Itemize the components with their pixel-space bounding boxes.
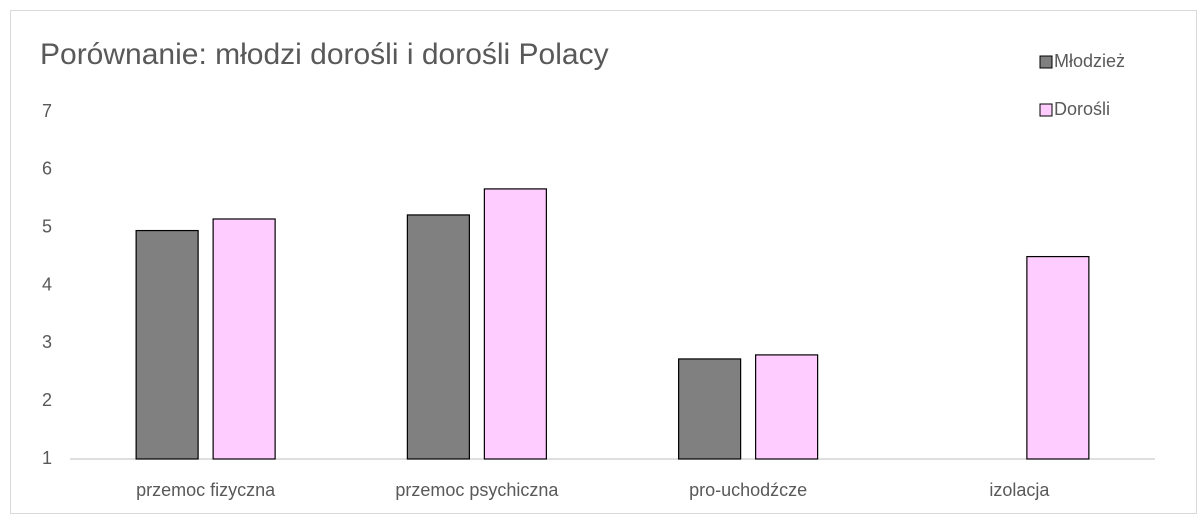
bar bbox=[406, 214, 470, 460]
legend-swatch bbox=[1039, 55, 1053, 69]
bar bbox=[755, 354, 819, 460]
bar bbox=[678, 358, 742, 460]
y-tick-label: 4 bbox=[42, 274, 52, 294]
x-tick-label: przemoc fizyczna bbox=[136, 480, 276, 500]
chart-border bbox=[10, 10, 1197, 514]
legend-label: Młodzież bbox=[1054, 51, 1125, 71]
y-tick-label: 3 bbox=[42, 332, 52, 352]
x-tick-label: pro-uchodźcze bbox=[689, 480, 807, 500]
bar bbox=[212, 218, 276, 460]
y-tick-label: 5 bbox=[42, 216, 52, 236]
bar bbox=[1026, 255, 1090, 460]
bar bbox=[483, 188, 547, 460]
legend-label: Dorośli bbox=[1054, 99, 1110, 119]
bar bbox=[135, 229, 199, 460]
x-tick-label: przemoc psychiczna bbox=[395, 480, 559, 500]
legend-swatch bbox=[1039, 103, 1053, 117]
x-tick-label: izolacja bbox=[989, 480, 1050, 500]
y-tick-label: 7 bbox=[42, 101, 52, 121]
chart-title: Porównanie: młodzi dorośli i dorośli Pol… bbox=[40, 38, 609, 71]
y-tick-label: 2 bbox=[42, 390, 52, 410]
y-tick-label: 1 bbox=[42, 448, 52, 468]
y-tick-label: 6 bbox=[42, 159, 52, 179]
